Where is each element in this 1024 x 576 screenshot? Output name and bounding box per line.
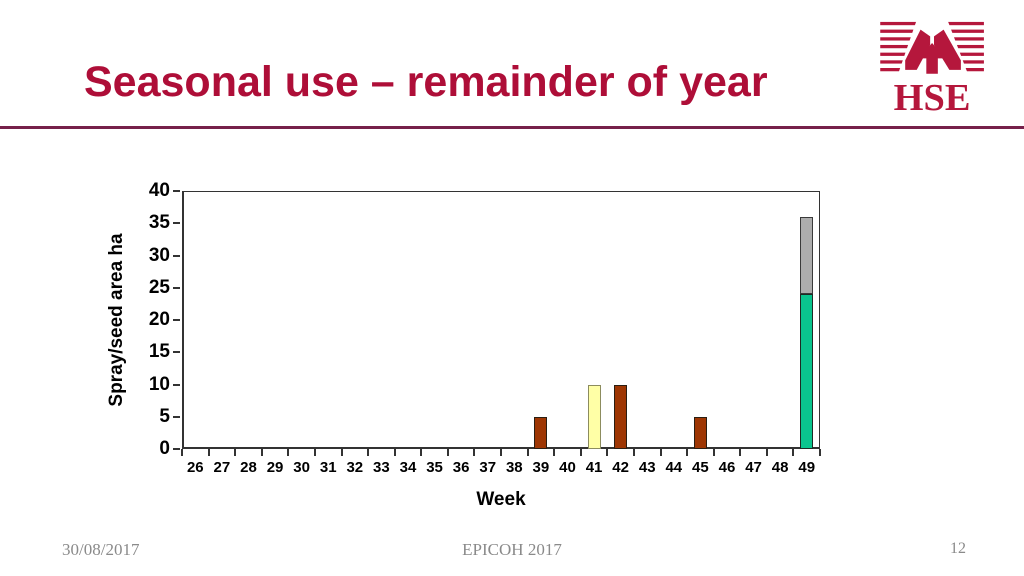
x-tick-mark: [526, 449, 529, 456]
x-tick-label: 48: [771, 459, 789, 476]
x-tick-label: 41: [585, 459, 603, 476]
bar-segment: [587, 384, 601, 449]
x-tick-mark: [632, 449, 635, 456]
y-tick-label: 30: [148, 244, 170, 266]
page-title: Seasonal use – remainder of year: [84, 58, 768, 106]
x-tick-mark: [500, 449, 502, 456]
y-tick-mark: [173, 190, 180, 192]
x-tick-label: 30: [293, 459, 310, 476]
x-tick-label: 38: [505, 459, 523, 476]
x-tick-label: 28: [240, 459, 257, 476]
x-tick-label: 29: [266, 459, 284, 476]
y-tick-label: 40: [148, 180, 170, 201]
x-tick-label: 47: [745, 459, 762, 476]
x-tick-mark: [313, 449, 316, 456]
x-tick-mark: [420, 449, 423, 456]
bar-segment: [693, 416, 707, 449]
y-tick-label: 0: [159, 438, 170, 459]
x-tick-mark: [659, 449, 662, 456]
x-tick-label: 32: [346, 459, 364, 476]
hse-logo-text: HSE: [894, 77, 971, 116]
x-tick-label: 39: [532, 459, 550, 476]
x-tick-mark: [686, 449, 689, 456]
y-tick-mark: [173, 222, 180, 225]
x-tick-mark: [234, 449, 237, 456]
x-tick-label: 27: [213, 459, 231, 476]
y-tick-mark: [173, 383, 180, 386]
x-tick-label: 26: [186, 459, 204, 476]
x-tick-mark: [553, 449, 556, 456]
y-tick-label: 5: [159, 405, 170, 427]
x-axis-title: Week: [476, 489, 526, 510]
hse-logo-emblem: [905, 29, 961, 74]
x-tick-label: 45: [692, 459, 709, 476]
x-tick-mark: [579, 449, 582, 456]
y-tick-mark: [173, 254, 180, 257]
y-tick-label: 25: [148, 276, 170, 298]
x-tick-mark: [446, 449, 449, 456]
x-tick-mark: [606, 449, 609, 456]
y-tick-label: 15: [148, 341, 170, 363]
x-tick-mark: [260, 449, 263, 456]
x-tick-mark: [207, 449, 210, 456]
footer-event: EPICOH 2017: [462, 540, 562, 559]
y-tick-label: 20: [148, 309, 170, 330]
y-tick-mark: [173, 351, 180, 354]
x-tick-label: 42: [612, 459, 629, 476]
x-tick-mark: [712, 449, 715, 456]
x-tick-mark: [819, 449, 821, 456]
title-divider: [0, 126, 1024, 129]
x-tick-mark: [739, 449, 742, 456]
x-tick-label: 43: [638, 459, 656, 476]
x-tick-label: 49: [798, 459, 816, 476]
x-tick-mark: [367, 449, 370, 456]
y-tick-mark: [173, 286, 180, 289]
x-tick-mark: [792, 449, 795, 456]
y-tick-mark: [173, 319, 180, 321]
x-tick-mark: [340, 449, 343, 456]
y-tick-mark: [173, 415, 180, 418]
bar-segment: [534, 416, 548, 449]
bar-segment: [800, 294, 814, 449]
x-tick-label: 35: [426, 459, 443, 476]
x-tick-mark: [765, 449, 768, 456]
x-tick-label: 31: [319, 459, 337, 476]
x-tick-label: 40: [559, 459, 576, 476]
x-tick-mark: [181, 449, 183, 456]
x-tick-label: 34: [399, 459, 417, 476]
x-tick-mark: [473, 449, 476, 456]
footer-page-number: 12: [950, 540, 966, 557]
bar-segment: [800, 216, 814, 295]
x-tick-label: 46: [718, 459, 736, 476]
y-tick-label: 10: [148, 373, 170, 395]
x-tick-label: 44: [665, 459, 683, 476]
x-tick-label: 37: [479, 459, 497, 476]
x-tick-label: 36: [452, 459, 470, 476]
bar-segment: [614, 384, 628, 449]
x-tick-label: 33: [373, 459, 390, 476]
x-tick-mark: [287, 449, 290, 456]
y-tick-mark: [173, 448, 180, 450]
plot-area: [182, 191, 820, 449]
footer-date: 30/08/2017: [62, 540, 140, 559]
x-tick-mark: [393, 449, 396, 456]
hse-logo: HSE: [880, 20, 984, 116]
y-tick-label: 35: [148, 212, 170, 234]
